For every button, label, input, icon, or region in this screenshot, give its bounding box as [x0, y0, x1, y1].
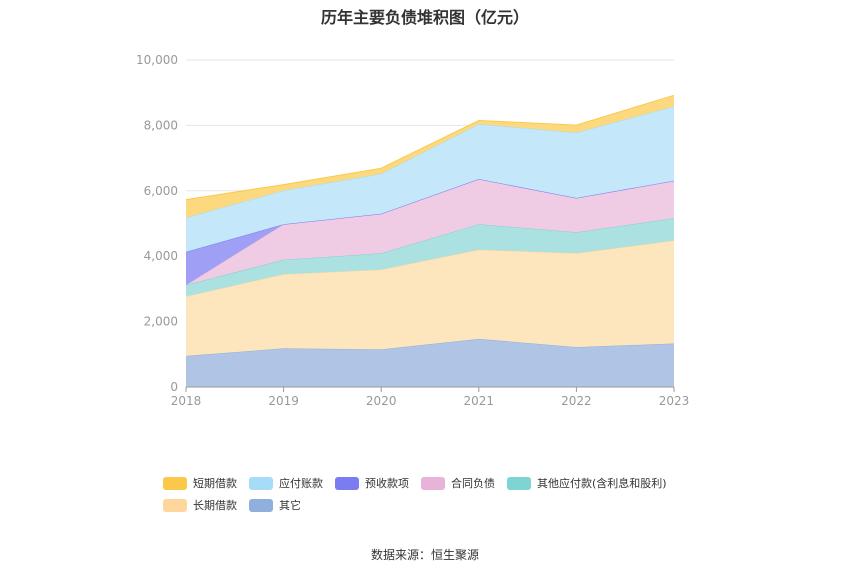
legend-item[interactable]: 预收款项 — [335, 475, 409, 491]
y-tick-label: 2,000 — [144, 315, 178, 329]
area-短期借款 — [186, 95, 674, 218]
x-tick-label: 2021 — [464, 394, 495, 408]
x-tick-label: 2018 — [171, 394, 202, 408]
legend-row: 长期借款 其它 — [163, 494, 723, 516]
legend-label: 应付账款 — [279, 477, 323, 490]
y-tick-label: 10,000 — [136, 53, 178, 67]
legend-item[interactable]: 应付账款 — [249, 475, 323, 491]
legend-item[interactable]: 长期借款 — [163, 497, 237, 513]
area-合同负债 — [186, 179, 674, 285]
legend-label: 其它 — [279, 499, 301, 512]
legend-label: 合同负债 — [451, 477, 495, 490]
chart-title: 历年主要负债堆积图（亿元） — [320, 8, 529, 27]
legend-swatch — [249, 498, 273, 512]
legend-item[interactable]: 其它 — [249, 497, 301, 513]
area-应付账款 — [186, 106, 674, 252]
legend: 短期借款 应付账款 预收款项 合同负债 其他应付款(含利息和股利) 长期借款 其它 — [163, 472, 723, 516]
legend-swatch — [163, 476, 187, 490]
legend-swatch — [163, 498, 187, 512]
legend-swatch — [335, 476, 359, 490]
legend-swatch — [421, 476, 445, 490]
area-line-短期借款 — [185, 94, 675, 201]
y-tick-label: 8,000 — [144, 118, 178, 132]
y-tick-label: 0 — [170, 380, 178, 394]
area-其它 — [186, 338, 674, 387]
stacked-area-chart: 0 2,000 4,000 6,000 8,000 10,000 2018 2019 2020 2… — [136, 53, 689, 408]
area-series — [185, 94, 675, 387]
axes: 0 2,000 4,000 6,000 8,000 10,000 2018 2019 2020 2… — [136, 53, 689, 408]
legend-item[interactable]: 合同负债 — [421, 475, 495, 491]
legend-swatch — [507, 476, 531, 490]
area-长期借款 — [186, 240, 674, 356]
x-tick-label: 2022 — [561, 394, 592, 408]
x-tick-label: 2020 — [366, 394, 397, 408]
legend-item[interactable]: 短期借款 — [163, 475, 237, 491]
area-line-预收款项 — [185, 178, 675, 253]
legend-label: 预收款项 — [365, 477, 409, 490]
data-source: 数据来源：恒生聚源 — [370, 548, 479, 562]
y-tick-label: 6,000 — [144, 184, 178, 198]
legend-label: 短期借款 — [193, 477, 237, 490]
legend-label: 长期借款 — [193, 499, 237, 512]
legend-item[interactable]: 其他应付款(含利息和股利) — [507, 475, 667, 491]
legend-label: 其他应付款(含利息和股利) — [537, 477, 667, 490]
y-tick-label: 4,000 — [144, 249, 178, 263]
x-tick-label: 2019 — [268, 394, 299, 408]
x-tick-label: 2023 — [659, 394, 690, 408]
legend-row: 短期借款 应付账款 预收款项 合同负债 其他应付款(含利息和股利) — [163, 472, 723, 494]
area-其他应付款(含利息和股利) — [186, 218, 674, 297]
legend-swatch — [249, 476, 273, 490]
